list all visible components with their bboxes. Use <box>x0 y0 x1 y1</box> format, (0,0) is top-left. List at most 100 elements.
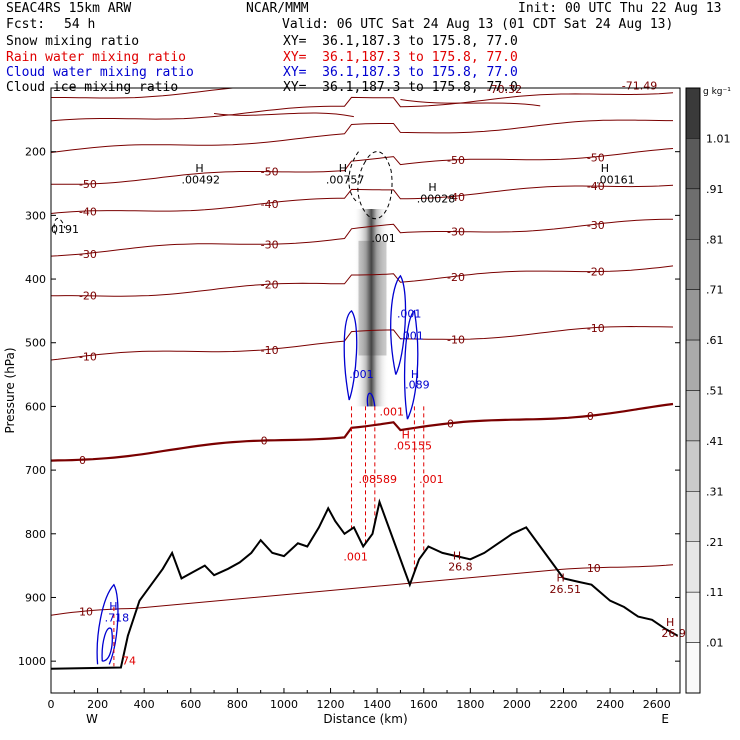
y-tick-label: 700 <box>25 464 46 477</box>
colorbar-cell <box>685 390 701 442</box>
temp-contour-label: -20 <box>587 266 605 279</box>
x-tick-label: 2000 <box>503 698 531 711</box>
x-tick-label: 400 <box>134 698 155 711</box>
colorbar-frame <box>685 87 701 694</box>
colorbar-cell <box>685 642 701 694</box>
terrain-path <box>50 498 679 670</box>
cloud-water-contours <box>96 274 419 665</box>
colorbar-level-label: 1.01 <box>706 132 731 145</box>
temp-contour-label: -40 <box>447 191 465 204</box>
temp-contour--20 <box>50 265 674 297</box>
field-cloudwater-name: Cloud water mixing ratio <box>6 65 194 80</box>
cloud-contour-1 <box>343 310 358 401</box>
annotation-label: .00757 <box>326 174 365 187</box>
y-tick-label: 300 <box>25 209 46 222</box>
header-init: Init: 00 UTC Thu 22 Aug 13 <box>518 1 722 16</box>
field-rain-xy: XY= 36.1,187.3 to 175.8, 77.0 <box>283 50 518 65</box>
x-tick-label: 1000 <box>270 698 298 711</box>
annotation-label: H <box>557 572 565 585</box>
annotation-label: H <box>109 600 117 613</box>
colorbar-level-label: .31 <box>706 485 724 498</box>
header-model: SEAC4RS 15km ARW <box>6 1 132 16</box>
colorbar-level-label: .51 <box>706 385 724 398</box>
annotation-label: H <box>601 162 609 175</box>
colorbar-cell <box>685 491 701 543</box>
terrain-line <box>50 498 679 670</box>
annotation-label: .00161 <box>596 174 635 187</box>
x-tick-label: 2200 <box>550 698 578 711</box>
colorbar-cell <box>685 339 701 391</box>
temp-contour-label: -20 <box>261 279 279 292</box>
colorbar-cell <box>685 289 701 341</box>
cloud-contour-4 <box>366 392 376 407</box>
colorbar-level-label: .81 <box>706 233 724 246</box>
x-tick-label: 0 <box>48 698 55 711</box>
cloud-contour-6 <box>101 627 113 662</box>
temp-contour-label: 10 <box>587 562 601 575</box>
annotation-label: .718 <box>105 612 130 625</box>
rain-contours <box>113 406 425 667</box>
annotation-label: -70.32 <box>487 83 522 96</box>
temp-contour--65 <box>50 92 674 122</box>
temp-contour-label: -30 <box>261 238 279 251</box>
snow-contour-2 <box>348 151 359 204</box>
annotation-label: .001 <box>397 307 422 320</box>
colorbar-cell <box>685 188 701 240</box>
colorbar-cell <box>685 440 701 492</box>
annotation-label: 26.9 <box>661 627 686 640</box>
annotation-label: .00492 <box>181 174 220 187</box>
annotation-label: -71.49 <box>622 79 657 92</box>
annotation-label: H <box>402 428 410 441</box>
y-tick-label: 200 <box>25 146 46 159</box>
annotation-label: .001 <box>343 551 368 564</box>
temp-contour--70 <box>51 87 233 99</box>
x-tick-label: 1800 <box>456 698 484 711</box>
temp-contour-label: -30 <box>587 219 605 232</box>
colorbar-unit: g kg⁻¹ <box>703 87 731 97</box>
annotation-label: .001 <box>349 368 374 381</box>
x-tick-label: 600 <box>180 698 201 711</box>
temp-contour-label: -30 <box>79 248 97 261</box>
temp-contour--40 <box>50 184 674 214</box>
annotation-label: H <box>666 616 674 629</box>
x-tick-label: 2400 <box>596 698 624 711</box>
temp-contour-label: -50 <box>79 178 97 191</box>
annotation-label: H <box>453 549 461 562</box>
cloud-contour-3 <box>403 309 419 420</box>
annotation-label: .00028 <box>417 193 456 206</box>
header-org: NCAR/MMM <box>246 1 309 16</box>
temp-contour-label: -30 <box>447 226 465 239</box>
temp-contour-label: 0 <box>261 435 268 448</box>
annotation-label: H <box>428 181 436 194</box>
field-snow-name: Snow mixing ratio <box>6 34 140 49</box>
annotation-label: .001 <box>371 232 396 245</box>
x-tick-label: 1600 <box>410 698 438 711</box>
temp-contour-label: -10 <box>261 344 279 357</box>
colorbar: 1.01 .91 .81 .71 .61 .51 .41 .31 .21 .11 .01 g kg⁻¹ <box>685 87 731 694</box>
header-fcst-value: 54 h <box>64 17 96 32</box>
temp-contour-upper-b <box>214 112 354 118</box>
colorbar-cell <box>685 541 701 593</box>
cloud-contour-2 <box>390 274 407 375</box>
header-valid: Valid: 06 UTC Sat 24 Aug 13 (01 CDT Sat … <box>282 17 674 32</box>
annotation-label: 74 <box>122 654 136 667</box>
colorbar-top-cell <box>686 88 700 139</box>
temp-contour-label: -40 <box>587 180 605 193</box>
x-tick-label: 1400 <box>363 698 391 711</box>
temp-contour-label: -40 <box>79 205 97 218</box>
colorbar-level-label: .91 <box>706 183 724 196</box>
snow-plume-shading <box>353 209 389 407</box>
temp-contour-label: -20 <box>79 290 97 303</box>
temp-contour-label: -10 <box>447 333 465 346</box>
annotation-label: .001 <box>399 330 424 343</box>
y-tick-label: 900 <box>25 591 46 604</box>
temp-contour-label: -10 <box>79 351 97 364</box>
y-axis-label: Pressure (hPa) <box>3 347 17 433</box>
colorbar-cell <box>685 138 701 190</box>
annotation-label: .001 <box>379 405 404 418</box>
snow-contours <box>53 151 393 235</box>
temp-contour--50 <box>50 148 674 185</box>
colorbar-level-label: .01 <box>706 637 724 650</box>
annotation-label: .001 <box>419 473 444 486</box>
